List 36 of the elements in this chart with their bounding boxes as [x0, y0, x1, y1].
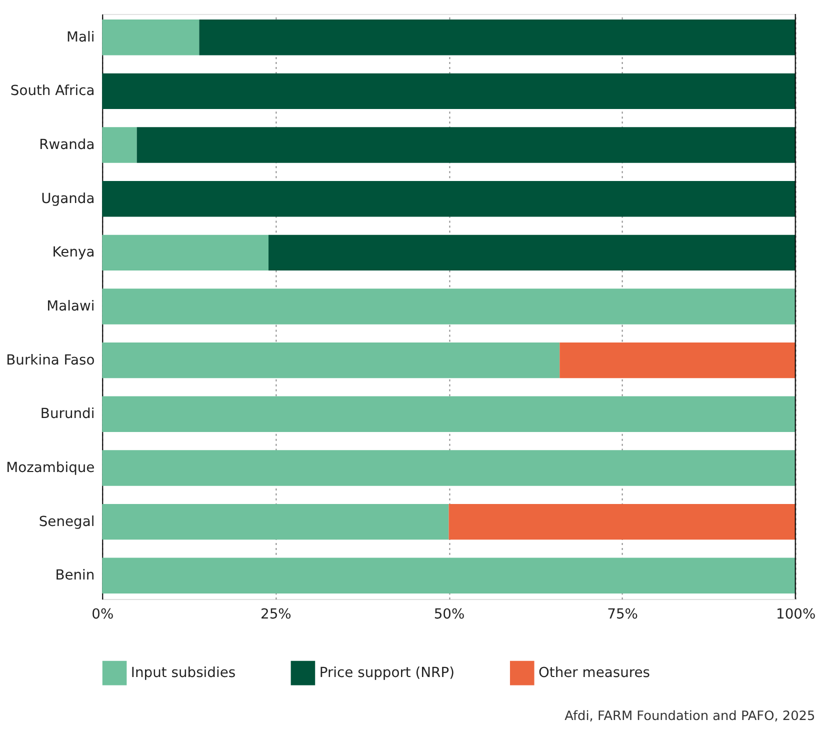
y-tick-label: Malawi — [46, 298, 95, 314]
y-tick-label: South Africa — [10, 83, 95, 100]
y-tick-label: Uganda — [41, 190, 95, 207]
bar — [102, 396, 796, 432]
x-tick-label: 25% — [260, 606, 292, 622]
bar — [136, 127, 796, 163]
y-tick-label: Benin — [55, 568, 95, 584]
bar — [199, 20, 796, 56]
bar — [102, 342, 560, 378]
y-tick-label: Kenya — [52, 244, 95, 261]
bar — [102, 288, 796, 324]
x-tick-label: 75% — [607, 606, 638, 622]
bar — [268, 234, 796, 271]
bar — [560, 342, 796, 378]
text: Afdi, FARM Foundation and PAFO, 2025 — [564, 709, 816, 724]
y-tick-label: Rwanda — [39, 136, 95, 153]
legend-label: Other measures — [538, 665, 650, 682]
y-tick-label: Mali — [66, 29, 95, 46]
bar — [448, 504, 796, 540]
bar — [102, 127, 137, 163]
bar — [102, 234, 269, 271]
y-tick-label: Burkina Faso — [6, 352, 95, 368]
x-tick-label: 50% — [434, 606, 465, 622]
y-tick-label: Burundi — [40, 406, 95, 422]
bar — [102, 180, 796, 217]
bar — [102, 73, 796, 110]
x-tick-label: 0% — [92, 606, 114, 622]
y-tick-label: Senegal — [38, 514, 95, 530]
legend-label: Input subsidies — [130, 665, 236, 682]
bar — [102, 504, 449, 540]
bar — [102, 20, 200, 56]
x-tick-label: 100% — [776, 606, 816, 622]
legend-label: Price support (NRP) — [319, 665, 454, 682]
bar — [102, 558, 796, 594]
y-tick-label: Mozambique — [6, 460, 95, 476]
bar — [102, 450, 796, 486]
